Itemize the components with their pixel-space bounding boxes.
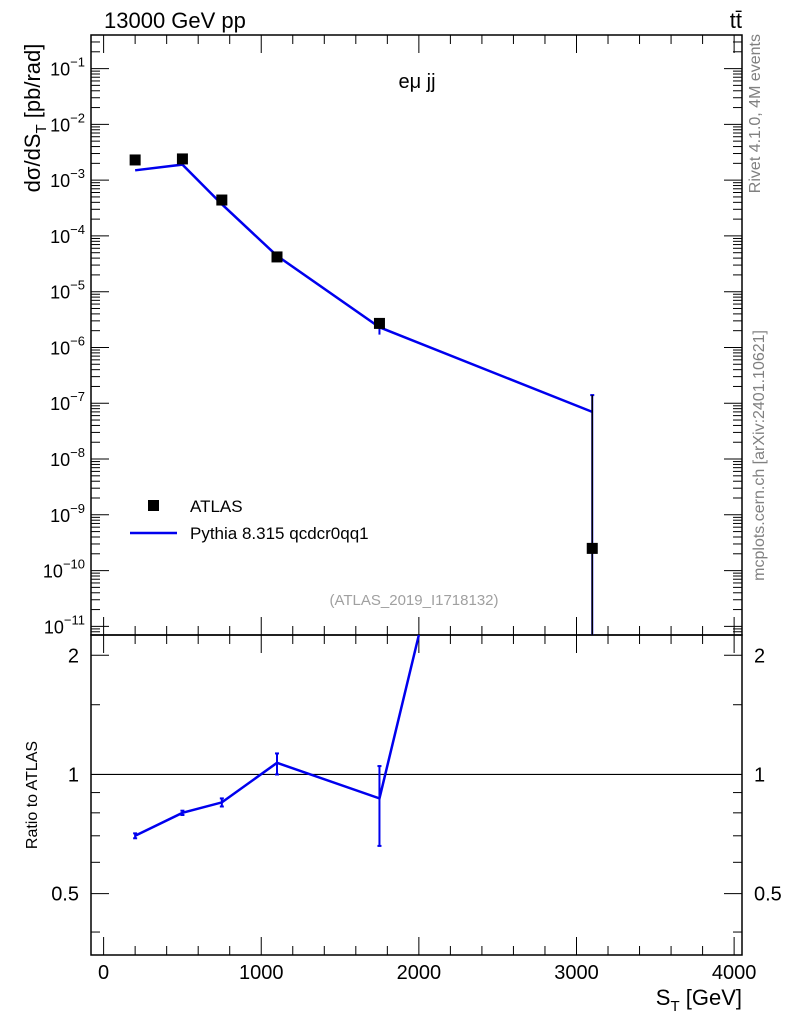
main-ytick-label: 10−2 [50, 110, 85, 135]
main-y-axis-label-unit: [pb/rad] [20, 44, 45, 125]
ratio-yticks: 0.5 0.5 1 1 2 2 [51, 645, 782, 933]
header-process-label: tt̄ [730, 8, 742, 33]
main-ytick-label: 10−9 [50, 501, 85, 526]
legend-atlas-label: ATLAS [190, 497, 243, 516]
ratio-ytick-label: 2 [68, 645, 79, 667]
main-series-lines [134, 163, 595, 635]
main-ytick-label-exponent: −2 [70, 110, 85, 125]
atlas-data-point [373, 317, 385, 329]
main-ytick-label-exponent: −6 [70, 333, 85, 348]
selection-annotation: eμ jj [398, 71, 435, 93]
main-ytick-label-exponent: −3 [70, 166, 85, 181]
x-tick-label: 3000 [554, 962, 599, 984]
x-axis-label: ST [GeV] [656, 985, 742, 1015]
mcplots-label: mcplots.cern.ch [arXiv:2401.10621] [751, 330, 768, 581]
main-ytick-label-exponent: −10 [63, 557, 85, 572]
ratio-y-axis-label: Ratio to ATLAS [24, 741, 41, 849]
main-ytick-label-base: 10 [43, 562, 63, 582]
x-tick-label: 1000 [239, 962, 284, 984]
main-ytick-label-base: 10 [50, 450, 70, 470]
main-ytick-label-exponent: −4 [70, 222, 85, 237]
main-y-axis-label-sub: T [33, 124, 50, 133]
main-y-axis-label-main: dσ/dS [20, 134, 45, 193]
main-ytick-label: 10−1 [50, 55, 85, 80]
main-ytick-label: 10−8 [50, 445, 85, 470]
header-energy-label: 13000 GeV pp [104, 8, 246, 33]
main-ytick-label-exponent: −5 [70, 278, 85, 293]
rivet-version-label: Rivet 4.1.0, 4M events [747, 34, 764, 193]
main-ytick-label: 10−7 [50, 389, 85, 414]
main-xticks [103, 35, 735, 635]
main-ytick-label: 10−4 [50, 222, 85, 247]
main-plot-frame [90, 34, 743, 636]
main-ytick-label-base: 10 [50, 338, 70, 358]
legend-atlas-marker [148, 500, 159, 511]
legend-pythia-label: Pythia 8.315 qcdcr0qq1 [190, 524, 369, 543]
main-ytick-label: 10−6 [50, 333, 85, 358]
main-ytick-label-exponent: −9 [70, 501, 85, 516]
main-ytick-label-base: 10 [50, 115, 70, 135]
x-axis-label-main: S [656, 985, 671, 1010]
main-ytick-label-base: 10 [50, 506, 70, 526]
atlas-data-point [129, 154, 141, 166]
ratio-pythia-line [134, 634, 421, 837]
pythia-line [134, 163, 593, 414]
main-ytick-label-base: 10 [50, 394, 70, 414]
atlas-data-point [176, 153, 188, 165]
main-ytick-label-exponent: −8 [70, 445, 85, 460]
atlas-data-point [216, 194, 228, 206]
main-ytick-label-base: 10 [50, 227, 70, 247]
ratio-plot-frame [90, 634, 743, 956]
main-ytick-label-base: 10 [50, 60, 70, 80]
legend: ATLAS Pythia 8.315 qcdcr0qq1 [130, 497, 369, 543]
atlas-data-point [586, 542, 598, 554]
main-ytick-label-exponent: −1 [70, 55, 85, 70]
main-ytick-label-base: 10 [50, 283, 70, 303]
x-axis-label-unit: [GeV] [680, 985, 742, 1010]
main-yticks: 10−1110−1010−910−810−710−610−510−410−310… [43, 34, 742, 637]
x-tick-label: 0 [98, 962, 109, 984]
main-ytick-label-base: 10 [44, 617, 64, 637]
ratio-ytick-label: 0.5 [51, 884, 79, 906]
ratio-xticks: 0 1000 2000 3000 4000 [98, 635, 756, 984]
main-ytick-label: 10−10 [43, 557, 85, 582]
main-series-points [129, 153, 598, 635]
main-ytick-label-base: 10 [50, 171, 70, 191]
x-tick-label: 4000 [712, 962, 757, 984]
main-y-axis-label: dσ/dST [pb/rad] [20, 44, 50, 193]
main-ytick-label: 10−5 [50, 278, 85, 303]
analysis-watermark: (ATLAS_2019_I1718132) [329, 592, 498, 609]
main-ytick-label-exponent: −11 [64, 612, 85, 627]
ratio-ytick-label: 1 [68, 764, 79, 786]
main-ytick-label: 10−3 [50, 166, 85, 191]
ratio-ytick-label-right: 2 [754, 645, 765, 667]
main-ytick-label: 10−11 [44, 612, 85, 637]
ratio-ytick-label-right: 0.5 [754, 884, 782, 906]
ratio-series [133, 634, 421, 847]
ratio-ytick-label-right: 1 [754, 764, 765, 786]
atlas-data-point [271, 251, 283, 263]
main-ytick-label-exponent: −7 [70, 389, 85, 404]
x-axis-label-sub: T [670, 998, 679, 1015]
x-tick-label: 2000 [397, 962, 442, 984]
